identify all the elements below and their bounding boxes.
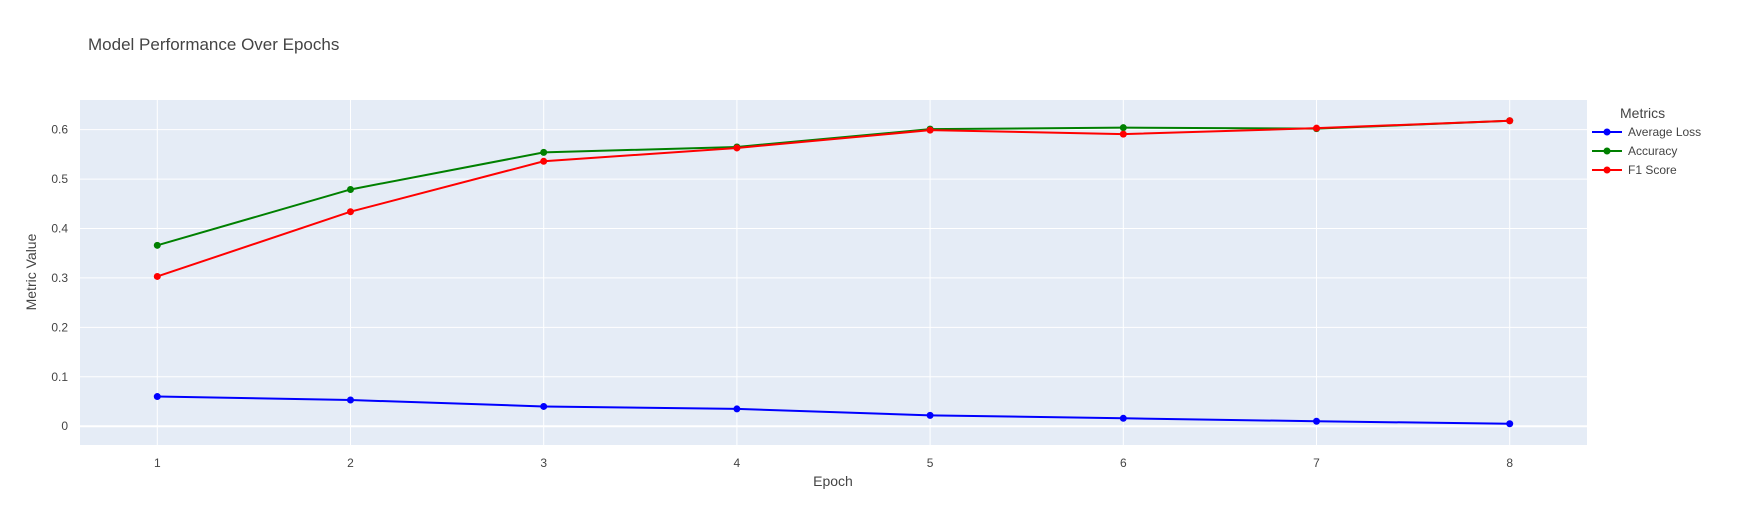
x-tick-label: 8 [1506, 456, 1513, 470]
point-f1-score [153, 272, 161, 280]
point-average-loss [153, 393, 161, 401]
point-accuracy [1119, 124, 1127, 132]
point-f1-score [1313, 124, 1321, 132]
legend-swatch-marker [1603, 166, 1611, 174]
point-accuracy [540, 148, 548, 156]
series-layer [153, 117, 1514, 428]
x-tick-label: 7 [1313, 456, 1320, 470]
grid-layer [80, 100, 1587, 445]
legend: Metrics Average Loss Accuracy F1 Score [1592, 105, 1701, 177]
legend-label: Accuracy [1628, 144, 1677, 158]
series-line-average-loss [157, 395, 1510, 425]
point-f1-score [1119, 130, 1127, 138]
point-average-loss [346, 396, 354, 404]
legend-item-accuracy[interactable]: Accuracy [1592, 144, 1677, 158]
y-tick-label: 0.3 [51, 271, 68, 285]
x-tick-label: 4 [734, 456, 741, 470]
point-average-loss [1313, 417, 1321, 425]
x-tick-label: 6 [1120, 456, 1127, 470]
y-tick-label: 0.5 [51, 172, 68, 186]
plot-area [80, 100, 1587, 445]
y-tick-label: 0.4 [51, 222, 68, 236]
legend-item-f1-score[interactable]: F1 Score [1592, 163, 1677, 177]
x-tick-label: 2 [347, 456, 354, 470]
point-average-loss [540, 402, 548, 410]
series-line-f1-score [156, 119, 1510, 278]
point-f1-score [346, 208, 354, 216]
x-tick-label: 5 [927, 456, 934, 470]
point-average-loss [733, 405, 741, 413]
legend-item-average-loss[interactable]: Average Loss [1592, 125, 1701, 139]
y-tick-label: 0.6 [51, 123, 68, 137]
point-f1-score [926, 126, 934, 134]
y-tick-label: 0.2 [51, 320, 68, 334]
legend-swatch-marker [1603, 147, 1611, 155]
legend-label: Average Loss [1628, 125, 1701, 139]
x-tick-label: 1 [154, 456, 161, 470]
point-average-loss [1506, 420, 1514, 428]
legend-title: Metrics [1620, 105, 1665, 121]
y-axis-label: Metric Value [23, 233, 39, 310]
x-tick-label: 3 [540, 456, 547, 470]
legend-swatch-marker [1603, 128, 1611, 136]
point-accuracy [346, 185, 354, 193]
y-tick-label: 0.1 [51, 370, 68, 384]
x-axis-label: Epoch [813, 473, 853, 489]
point-f1-score [733, 144, 741, 152]
point-f1-score [1506, 117, 1514, 125]
legend-label: F1 Score [1628, 163, 1677, 177]
chart-title: Model Performance Over Epochs [88, 35, 339, 54]
point-f1-score [540, 157, 548, 165]
point-average-loss [1119, 414, 1127, 422]
point-accuracy [153, 241, 161, 249]
axis-layer: 1 2 3 4 5 6 7 8 0 0.1 0.2 0.3 0.4 0.5 0.6 [51, 123, 1513, 470]
point-average-loss [926, 411, 934, 419]
y-tick-label: 0 [61, 419, 68, 433]
